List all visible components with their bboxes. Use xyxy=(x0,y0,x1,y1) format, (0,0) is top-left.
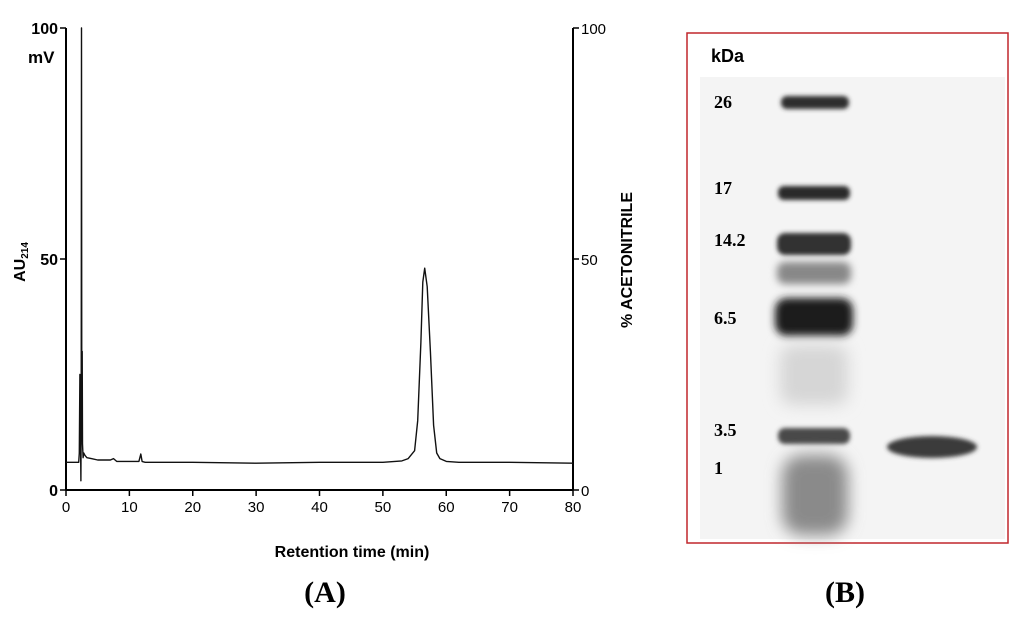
marker-band-6-5 xyxy=(775,298,853,336)
y-axis-label-subscript: 214 xyxy=(20,242,31,259)
y-tick-label: 50 xyxy=(40,252,58,269)
panel-label-b: (B) xyxy=(825,576,865,609)
y-axis-label-base: AU xyxy=(12,259,29,282)
x-axis-label: Retention time (min) xyxy=(275,544,430,561)
x-tick-label: 80 xyxy=(565,499,582,516)
marker-band-14-2 xyxy=(777,233,851,255)
marker-label: 14.2 xyxy=(714,230,746,250)
panel-label-a: (A) xyxy=(304,576,346,609)
marker-smear-low xyxy=(782,455,848,535)
marker-label: 6.5 xyxy=(714,308,737,328)
x-tick-label: 70 xyxy=(501,499,518,516)
x-tick-label: 30 xyxy=(248,499,265,516)
marker-label: 17 xyxy=(714,178,732,198)
x-tick-label: 60 xyxy=(438,499,455,516)
y2-tick-label: 100 xyxy=(581,21,606,38)
y2-axis-label: % ACETONITRILE xyxy=(619,192,636,328)
marker-smear-mid xyxy=(777,262,851,284)
y2-tick-label: 50 xyxy=(581,252,598,269)
x-tick-label: 0 xyxy=(62,499,70,516)
x-tick-label: 50 xyxy=(375,499,392,516)
absorbance-trace xyxy=(66,27,574,482)
y-tick-label: 100 xyxy=(31,21,58,38)
y-axis-label: AU214 xyxy=(12,242,31,282)
marker-label: 1 xyxy=(714,458,723,478)
y-tick-label: 0 xyxy=(49,483,58,500)
x-tick-label: 10 xyxy=(121,499,138,516)
gel-unit-label: kDa xyxy=(711,46,745,66)
marker-smear-upper xyxy=(780,345,848,405)
marker-label: 26 xyxy=(714,92,732,112)
marker-label: 3.5 xyxy=(714,420,737,440)
x-tick-label: 20 xyxy=(184,499,201,516)
marker-band-17 xyxy=(778,186,850,200)
marker-band-3-5 xyxy=(778,428,850,444)
x-tick-label: 40 xyxy=(311,499,328,516)
marker-labels: 26 17 14.2 6.5 3.5 1 xyxy=(714,92,746,478)
sample-band xyxy=(887,436,977,458)
gel-image: kDa 26 17 14.2 6.5 3.5 1 xyxy=(686,32,1009,544)
y2-tick-label: 0 xyxy=(581,483,589,500)
marker-band-26 xyxy=(781,96,849,109)
y-unit-label: mV xyxy=(28,48,55,67)
